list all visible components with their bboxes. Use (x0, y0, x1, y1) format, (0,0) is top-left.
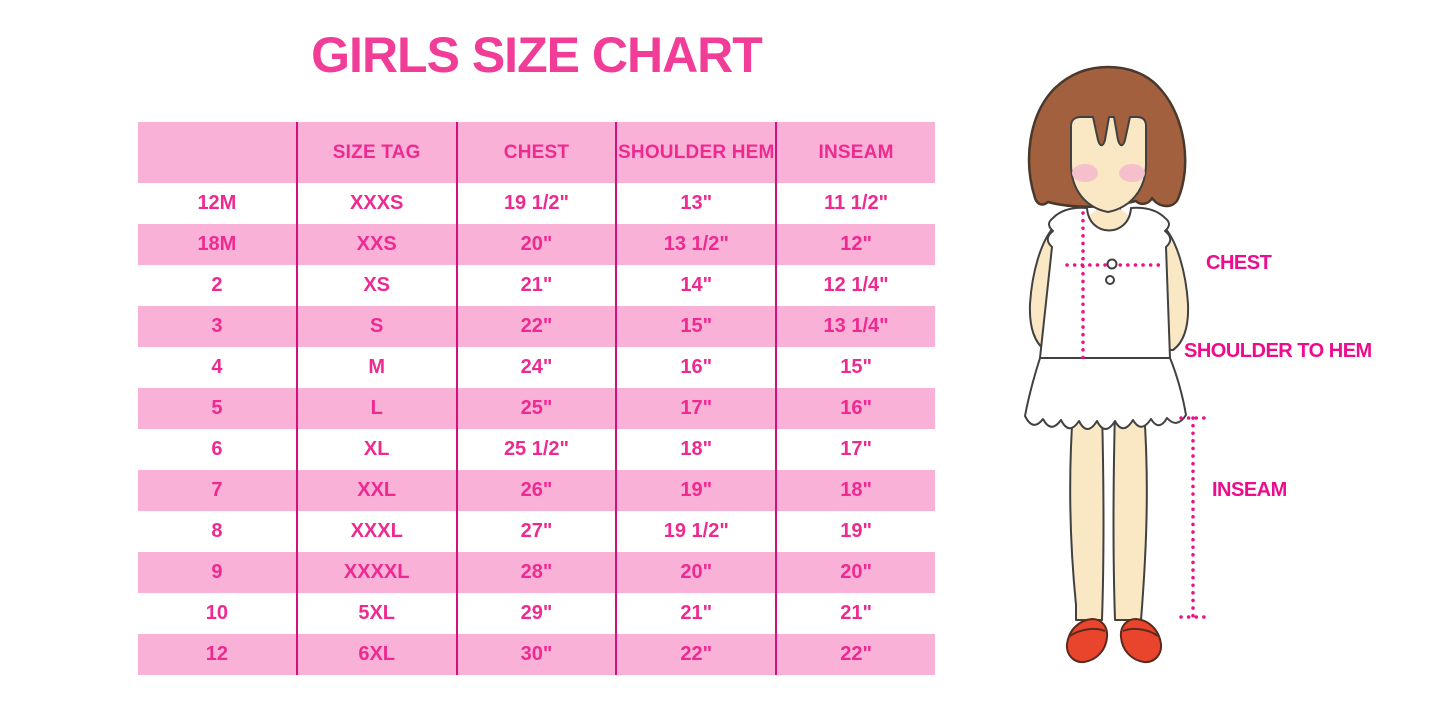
shoe-left-strap (1069, 627, 1106, 637)
table-row: 12M XXXS 19 1/2" 13" 11 1/2" (138, 183, 935, 224)
table-cell: 7 (211, 479, 223, 501)
table-row: 5 L 25" 17" 16" (138, 388, 935, 429)
table-cell: 2 (211, 274, 223, 296)
table-cell: 13 1/4" (775, 306, 935, 347)
table-cell: 4 (211, 356, 223, 378)
table-cell: 19 1/2" (615, 511, 775, 552)
table-cell: 20" (615, 552, 775, 593)
table-cell: XL (295, 429, 456, 470)
table-cell: 26" (455, 470, 616, 511)
table-row: 4 M 24" 16" 15" (138, 347, 935, 388)
header-cell: SIZE TAG (295, 122, 456, 183)
size-table: SIZE TAG CHEST SHOULDER HEM INSEAM 12M XXXS 19… (138, 122, 935, 675)
table-row: 18M XXS 20" 13 1/2" 12" (138, 224, 935, 265)
table-cell: 21" (615, 593, 775, 634)
top-button-2 (1105, 275, 1115, 285)
header-cell: SHOULDER HEM (615, 122, 775, 183)
table-cell: 25" (455, 388, 616, 429)
table-cell: 20" (455, 224, 616, 265)
table-cell: 13" (615, 183, 775, 224)
table-cell: 5XL (295, 593, 456, 634)
table-cell: 27" (455, 511, 616, 552)
table-row: 2 XS 21" 14" 12 1/4" (138, 265, 935, 306)
face (1070, 116, 1147, 213)
table-cell: 14" (615, 265, 775, 306)
table-cell: XXL (295, 470, 456, 511)
table-cell: 6XL (295, 634, 456, 675)
table-cell: XXS (295, 224, 456, 265)
chest-label: CHEST (1206, 252, 1272, 274)
table-cell: 6 (211, 438, 223, 460)
page-title: GIRLS SIZE CHART (311, 27, 763, 83)
table-cell: 19 1/2" (455, 183, 616, 224)
table-cell: XS (295, 265, 456, 306)
table-cell: 15" (615, 306, 775, 347)
shoe-right (1119, 617, 1163, 664)
shoulder-to-hem-label: SHOULDER TO HEM (1184, 340, 1372, 362)
girl-measurement-illustration (1024, 65, 1208, 664)
table-cell: 8 (211, 520, 223, 542)
table-cell: XXXL (295, 511, 456, 552)
table-cell: 12" (775, 224, 935, 265)
table-cell: 17" (615, 388, 775, 429)
table-cell: 29" (455, 593, 616, 634)
table-row: SIZE TAG CHEST SHOULDER HEM INSEAM (138, 122, 935, 183)
header-cell: CHEST (455, 122, 616, 183)
header-cell (138, 122, 296, 183)
table-row: 9 XXXXL 28" 20" 20" (138, 552, 935, 593)
shoe-right-strap (1122, 627, 1159, 637)
table-cell: 22" (775, 634, 935, 675)
top (1039, 206, 1172, 359)
header-cell: INSEAM (775, 122, 935, 183)
cheek-right (1119, 164, 1145, 182)
table-cell: 5 (211, 397, 223, 419)
table-cell: L (295, 388, 456, 429)
table-cell: 28" (455, 552, 616, 593)
table-row: 10 5XL 29" 21" 21" (138, 593, 935, 634)
table-cell: 3 (211, 315, 223, 337)
leg-left (1069, 409, 1105, 621)
inseam-label: INSEAM (1212, 479, 1287, 501)
table-cell: 24" (455, 347, 616, 388)
table-cell: 13 1/2" (615, 224, 775, 265)
table-cell: 12 (205, 643, 229, 665)
table-cell: 20" (775, 552, 935, 593)
table-cell: 21" (775, 593, 935, 634)
table-cell: 30" (455, 634, 616, 675)
table-cell: 15" (775, 347, 935, 388)
top-button-1 (1106, 258, 1118, 270)
table-cell: 16" (775, 388, 935, 429)
table-row: 6 XL 25 1/2" 18" 17" (138, 429, 935, 470)
table-cell: XXXS (295, 183, 456, 224)
table-cell: 25 1/2" (455, 429, 616, 470)
table-row: 3 S 22" 15" 13 1/4" (138, 306, 935, 347)
table-cell: 19" (775, 511, 935, 552)
table-cell: 19" (615, 470, 775, 511)
skirt (1024, 357, 1187, 430)
table-cell: 22" (455, 306, 616, 347)
table-cell: 18M (197, 233, 237, 255)
table-row: 7 XXL 26" 19" 18" (138, 470, 935, 511)
table-cell: S (295, 306, 456, 347)
table-cell: XXXXL (295, 552, 456, 593)
table-row: 8 XXXL 27" 19 1/2" 19" (138, 511, 935, 552)
table-cell: 11 1/2" (775, 183, 935, 224)
table-cell: 21" (455, 265, 616, 306)
table-cell: 17" (775, 429, 935, 470)
table-cell: 18" (615, 429, 775, 470)
shoe-left (1065, 617, 1109, 664)
table-cell: M (295, 347, 456, 388)
table-cell: 12M (197, 192, 237, 214)
cheek-left (1072, 164, 1098, 182)
table-row: 12 6XL 30" 22" 22" (138, 634, 935, 675)
table-cell: 22" (615, 634, 775, 675)
table-cell: 16" (615, 347, 775, 388)
table-cell: 10 (205, 602, 229, 624)
table-cell: 9 (211, 561, 223, 583)
table-cell: 18" (775, 470, 935, 511)
table-cell: 12 1/4" (775, 265, 935, 306)
leg-right (1112, 409, 1148, 621)
